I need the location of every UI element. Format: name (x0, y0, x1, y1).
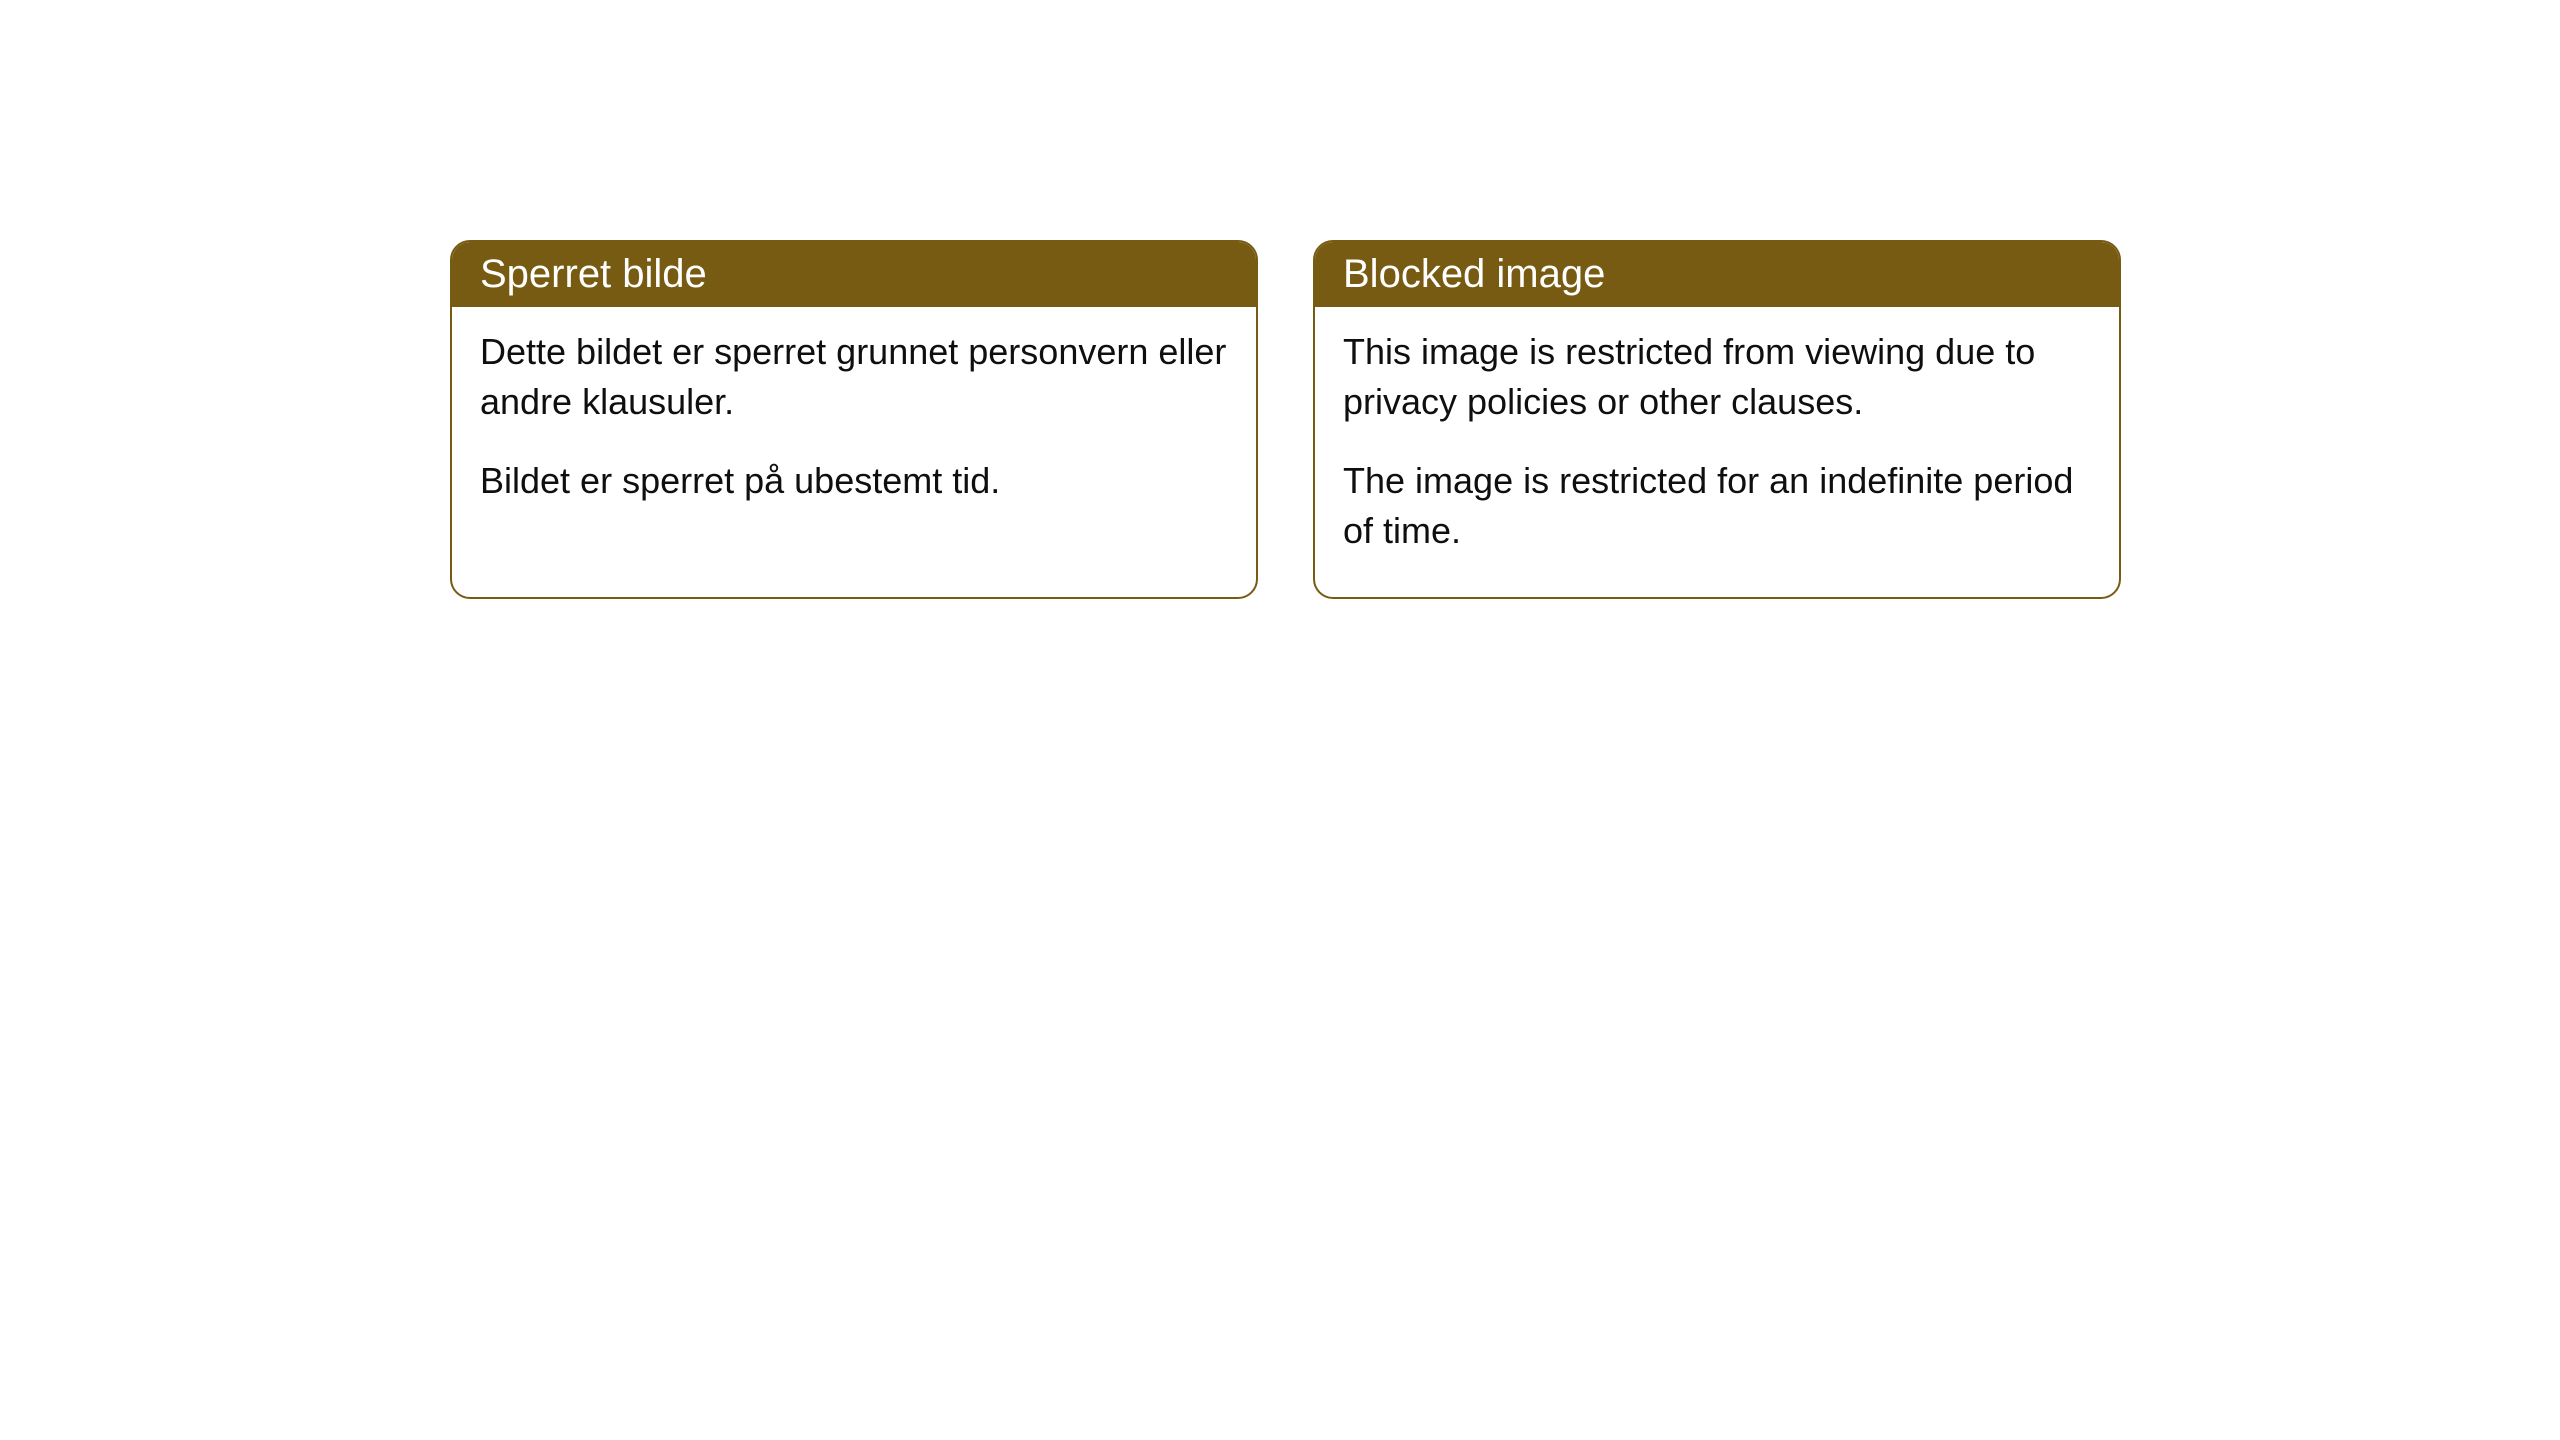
card-body: This image is restricted from viewing du… (1315, 307, 2119, 597)
notice-container: Sperret bilde Dette bildet er sperret gr… (450, 240, 2121, 599)
card-paragraph: The image is restricted for an indefinit… (1343, 456, 2091, 557)
card-title: Sperret bilde (480, 252, 707, 296)
blocked-image-card-norwegian: Sperret bilde Dette bildet er sperret gr… (450, 240, 1258, 599)
card-title: Blocked image (1343, 252, 1605, 296)
card-header: Sperret bilde (452, 242, 1256, 307)
card-paragraph: This image is restricted from viewing du… (1343, 327, 2091, 428)
card-body: Dette bildet er sperret grunnet personve… (452, 307, 1256, 546)
blocked-image-card-english: Blocked image This image is restricted f… (1313, 240, 2121, 599)
card-header: Blocked image (1315, 242, 2119, 307)
card-paragraph: Dette bildet er sperret grunnet personve… (480, 327, 1228, 428)
card-paragraph: Bildet er sperret på ubestemt tid. (480, 456, 1228, 506)
